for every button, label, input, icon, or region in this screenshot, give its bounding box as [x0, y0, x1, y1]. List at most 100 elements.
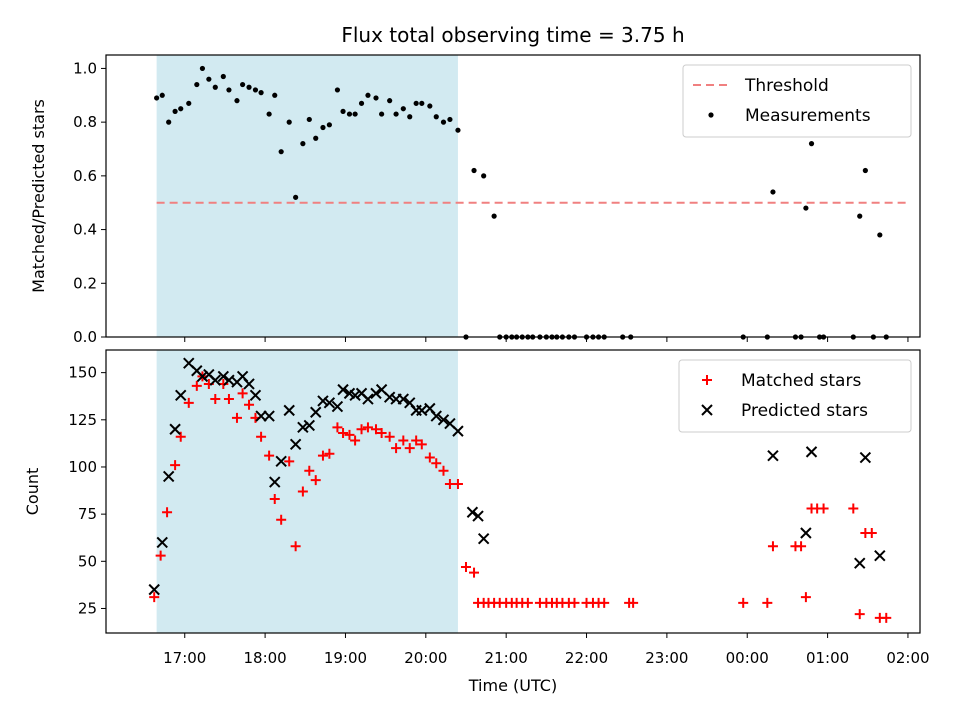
matched-point [256, 431, 267, 442]
matched-point [231, 412, 242, 423]
ratio-panel: 0.0 0.2 0.4 0.6 0.8 1.0 Matched/Predicted sta… [29, 54, 921, 346]
predicted-point [148, 583, 160, 596]
legend-entry-label: Matched stars [741, 371, 861, 391]
matched-point [290, 541, 301, 552]
measurement-point [393, 111, 399, 117]
matched-point [628, 597, 639, 608]
measurement-point [346, 111, 353, 117]
measurement-point [300, 141, 306, 147]
matched-point [796, 541, 807, 552]
matched-point [155, 550, 166, 561]
measurement-point [206, 76, 212, 82]
measurement-point [226, 87, 232, 93]
measurement-point [334, 87, 341, 93]
measurement-point [440, 119, 447, 125]
measurement-point [455, 127, 461, 133]
x-tick-label: 20:00 [404, 649, 447, 667]
measurement-point [803, 205, 809, 211]
x-tick-label: 21:00 [485, 649, 528, 667]
matched-point [848, 503, 859, 514]
legend-swatch [708, 112, 714, 118]
matched-point [370, 424, 381, 435]
x-axis-label: Time (UTC) [468, 676, 557, 695]
legend-swatch [702, 375, 712, 385]
predicted-point [477, 532, 490, 545]
measurement-point [352, 111, 358, 117]
predicted-point [466, 506, 479, 518]
measurement-point [433, 114, 439, 120]
y-tick-label: 150 [68, 364, 97, 382]
y-tick-label: 1.0 [73, 59, 97, 77]
ratio-grid-ticks: 0.0 0.2 0.4 0.6 0.8 1.0 [73, 59, 909, 346]
matched-point [276, 514, 287, 525]
predicted-point [289, 438, 302, 451]
matched-point [738, 597, 749, 608]
measurement-point [199, 65, 206, 72]
x-tick-label: 22:00 [565, 649, 608, 667]
matched-point [338, 428, 349, 439]
matched-point [469, 567, 480, 578]
predicted-point [349, 389, 361, 401]
matched-point [297, 486, 308, 497]
measurement-point [194, 81, 200, 88]
ratio-observing-span [156, 55, 458, 337]
predicted-point [383, 391, 396, 403]
predicted-point [263, 410, 275, 422]
predicted-point [217, 370, 230, 383]
predicted-point [297, 421, 309, 434]
predicted-point [162, 470, 175, 483]
measurement-point [770, 189, 776, 195]
x-tick-label: 19:00 [324, 649, 367, 667]
measurement-point [272, 92, 278, 98]
measurement-point [313, 135, 319, 141]
matched-point [452, 478, 463, 489]
matched-point [881, 612, 892, 623]
x-tick-label: 01:00 [806, 649, 849, 667]
measurement-point [447, 116, 453, 123]
y-tick-label: 75 [78, 505, 97, 523]
measurement-point [240, 81, 246, 88]
chart-title: Flux total observing time = 3.75 h [341, 23, 684, 47]
measurement-point [278, 149, 284, 155]
ratio-axes-frame [105, 54, 921, 338]
matched-point [264, 450, 275, 461]
measurement-point [320, 124, 326, 131]
measurement-point [172, 108, 178, 114]
measurement-point [471, 167, 477, 174]
measurement-point [857, 213, 863, 219]
y-tick-label: 50 [78, 552, 97, 570]
predicted-point [397, 393, 410, 405]
predicted-point [472, 510, 484, 522]
measurement-point [481, 173, 487, 179]
counts-grid-ticks: 25 50 75 100 125 150 [68, 364, 909, 638]
matched-point [350, 435, 361, 446]
measurement-point [419, 100, 425, 106]
matched-point [398, 435, 409, 446]
matched-point [269, 494, 280, 505]
measurement-point [286, 119, 292, 125]
legend-entry-label: Threshold [744, 76, 829, 96]
matched-point [183, 397, 194, 408]
predicted-point [196, 370, 209, 383]
y-tick-label: 0.2 [73, 274, 97, 292]
ratio-ylabel: Matched/Predicted stars [29, 99, 48, 293]
legend-entry-label: Predicted stars [741, 401, 868, 421]
predicted-point [169, 423, 181, 435]
legend-box [678, 359, 912, 433]
measurement-point [154, 95, 160, 101]
predicted-point [310, 406, 322, 418]
matched-point [310, 475, 321, 486]
predicted-point [269, 476, 281, 488]
predicted-point [800, 527, 812, 539]
matched-point [237, 388, 248, 399]
matched-point [210, 394, 221, 405]
measurement-point [293, 194, 299, 200]
matched-point [362, 422, 373, 433]
counts-panel: 25 50 75 100 125 150 Count Matched stars Predi… [23, 349, 921, 638]
x-tick-label: 02:00 [886, 649, 929, 667]
measurement-point [306, 116, 312, 123]
counts-axes-frame [105, 349, 921, 634]
matched-point [404, 443, 415, 454]
predicted-point [370, 387, 382, 400]
